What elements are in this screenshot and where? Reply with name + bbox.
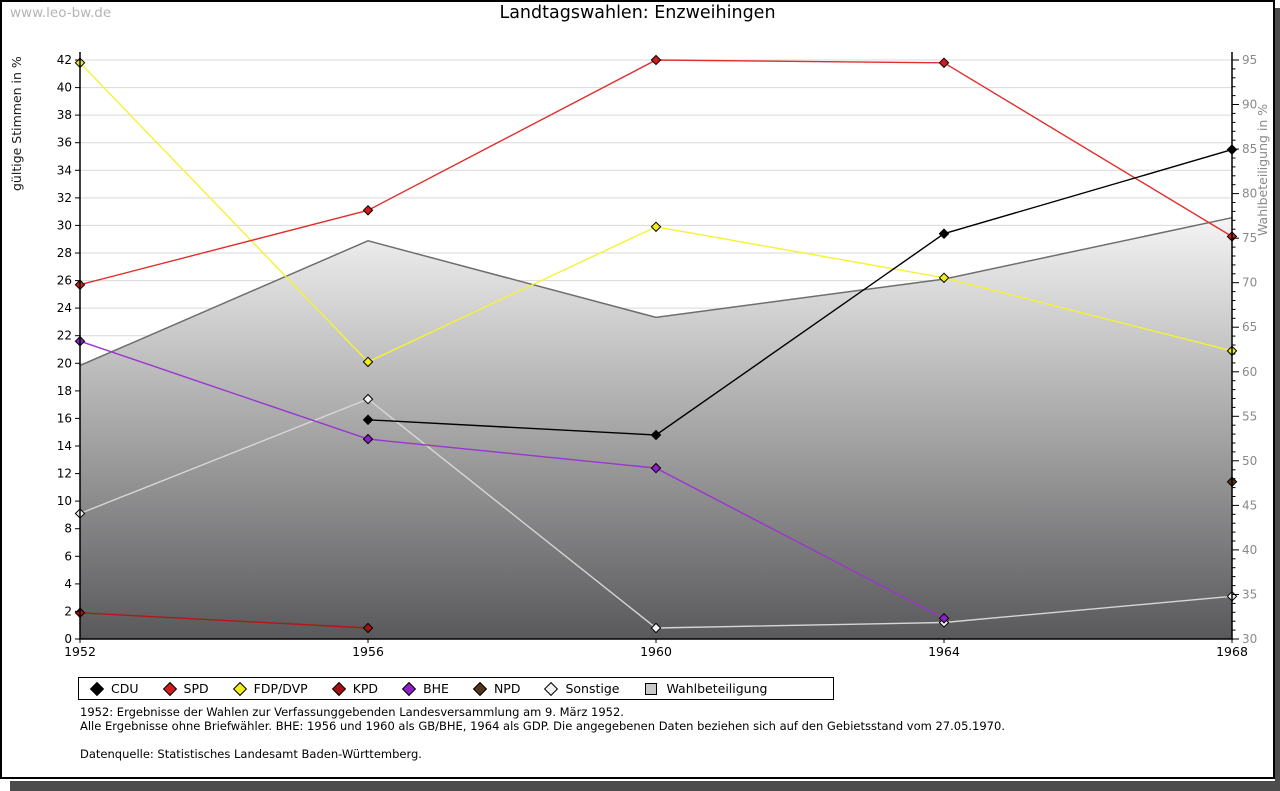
right-tick-label: 70 bbox=[1242, 276, 1257, 290]
watermark-url: www.leo-bw.de bbox=[10, 5, 112, 21]
left-tick-label: 22 bbox=[57, 329, 72, 343]
data-point-marker bbox=[650, 622, 662, 634]
data-point-marker bbox=[362, 204, 374, 216]
right-tick-label: 50 bbox=[1242, 454, 1257, 468]
right-tick-label: 45 bbox=[1242, 498, 1257, 512]
legend-item-kpd: KPD bbox=[331, 681, 379, 696]
right-tick-label: 85 bbox=[1242, 142, 1257, 156]
x-tick-label: 1956 bbox=[352, 644, 384, 659]
right-tick-label: 30 bbox=[1242, 632, 1257, 646]
left-tick-label: 14 bbox=[57, 439, 72, 453]
legend-marker-kpd bbox=[331, 681, 346, 696]
right-tick-label: 90 bbox=[1242, 98, 1257, 112]
right-tick-label: 80 bbox=[1242, 187, 1257, 201]
left-tick-label: 6 bbox=[64, 549, 72, 563]
legend-marker-wahlbeteiligung bbox=[645, 682, 658, 695]
legend-marker-fdp-dvp bbox=[232, 681, 247, 696]
right-tick-label: 40 bbox=[1242, 543, 1257, 557]
left-tick-label: 8 bbox=[64, 522, 72, 536]
legend-label-sonstige: Sonstige bbox=[565, 681, 620, 696]
left-tick-label: 4 bbox=[64, 577, 72, 591]
footnote-line-1: 1952: Ergebnisse der Wahlen zur Verfassu… bbox=[80, 705, 624, 719]
footnotes: 1952: Ergebnisse der Wahlen zur Verfassu… bbox=[80, 705, 1005, 733]
left-tick-label: 28 bbox=[57, 246, 72, 260]
series-spd bbox=[74, 54, 1238, 291]
frame-shadow-bottom bbox=[10, 781, 1280, 791]
series-bhe bbox=[74, 335, 950, 624]
data-source-note: Datenquelle: Statistisches Landesamt Bad… bbox=[80, 747, 422, 761]
x-tick-label: 1960 bbox=[640, 644, 672, 659]
data-point-marker bbox=[362, 393, 374, 405]
left-tick-label: 18 bbox=[57, 384, 72, 398]
legend-marker-spd bbox=[162, 681, 177, 696]
y-axis-right: 30 35 40 45 50 55 60 65 70 75 80 85 90 95 bbox=[1232, 53, 1257, 646]
left-tick-label: 42 bbox=[57, 53, 72, 67]
data-point-marker bbox=[650, 429, 662, 441]
data-point-marker bbox=[362, 433, 374, 445]
right-tick-label: 65 bbox=[1242, 320, 1257, 334]
legend-label-fdp-dvp: FDP/DVP bbox=[253, 681, 308, 696]
legend-marker-cdu bbox=[89, 681, 105, 696]
legend-label-bhe: BHE bbox=[423, 681, 449, 696]
right-tick-label: 55 bbox=[1242, 409, 1257, 423]
legend-label-npd: NPD bbox=[493, 681, 521, 696]
legend-label-cdu: CDU bbox=[111, 681, 139, 696]
data-point-marker bbox=[938, 272, 950, 284]
left-axis-title: gültige Stimmen in % bbox=[9, 56, 24, 191]
left-tick-label: 0 bbox=[64, 632, 72, 646]
legend-label-kpd: KPD bbox=[352, 681, 379, 696]
left-tick-label: 2 bbox=[64, 604, 72, 618]
left-tick-label: 40 bbox=[57, 81, 72, 95]
right-tick-label: 95 bbox=[1242, 53, 1257, 67]
legend-label-wahlbeteiligung: Wahlbeteiligung bbox=[666, 681, 768, 696]
data-point-marker bbox=[362, 356, 374, 368]
left-tick-label: 30 bbox=[57, 218, 72, 232]
footnote-line-2: Alle Ergebnisse ohne Briefwähler. BHE: 1… bbox=[80, 718, 1005, 733]
series-cdu bbox=[362, 144, 1238, 441]
x-axis: 1952 1956 1960 1964 1968 bbox=[64, 639, 1248, 659]
right-tick-label: 60 bbox=[1242, 365, 1257, 379]
left-tick-label: 32 bbox=[57, 191, 72, 205]
data-point-marker bbox=[938, 228, 950, 240]
data-point-marker bbox=[650, 462, 662, 474]
data-point-marker bbox=[362, 414, 374, 426]
x-tick-label: 1952 bbox=[64, 644, 96, 659]
left-tick-label: 38 bbox=[57, 108, 72, 122]
legend-item-wahlbeteiligung: Wahlbeteiligung bbox=[645, 681, 767, 696]
data-point-marker bbox=[650, 54, 662, 66]
legend-marker-bhe bbox=[401, 681, 417, 696]
right-tick-label: 35 bbox=[1242, 588, 1257, 602]
right-tick-label: 75 bbox=[1242, 231, 1257, 245]
x-tick-label: 1964 bbox=[928, 644, 960, 659]
legend-item-npd: NPD bbox=[472, 681, 521, 696]
legend-item-cdu: CDU bbox=[89, 681, 139, 696]
left-tick-label: 20 bbox=[57, 356, 72, 370]
data-point-marker bbox=[650, 221, 662, 233]
left-tick-label: 26 bbox=[57, 274, 72, 288]
data-point-marker bbox=[362, 622, 374, 634]
legend-label-spd: SPD bbox=[183, 681, 209, 696]
left-tick-label: 16 bbox=[57, 411, 72, 425]
legend-marker-sonstige bbox=[544, 681, 559, 696]
legend-item-sonstige: Sonstige bbox=[544, 681, 620, 696]
right-axis-title: Wahlbeteiligung in % bbox=[1255, 103, 1270, 236]
legend-item-spd: SPD bbox=[162, 681, 209, 696]
chart-title: Landtagswahlen: Enzweihingen bbox=[499, 3, 776, 23]
left-tick-label: 36 bbox=[57, 136, 72, 150]
series-wahlbeteiligung-area bbox=[79, 216, 1233, 639]
left-tick-label: 12 bbox=[57, 467, 72, 481]
left-tick-label: 24 bbox=[57, 301, 72, 315]
left-tick-label: 34 bbox=[57, 163, 72, 177]
legend-marker-npd bbox=[472, 681, 488, 696]
data-point-marker bbox=[938, 57, 950, 69]
left-tick-label: 10 bbox=[57, 494, 72, 508]
x-tick-label: 1968 bbox=[1216, 644, 1248, 659]
legend-item-bhe: BHE bbox=[401, 681, 449, 696]
data-point-marker bbox=[938, 612, 950, 624]
legend-item-fdp-dvp: FDP/DVP bbox=[232, 681, 308, 696]
legend: CDU SPD FDP/DVP KPD BHE NPD Sonstige Wahlbeteil… bbox=[78, 677, 834, 700]
frame-shadow-right bbox=[1275, 8, 1280, 791]
chart-plot-area: 0246810121416182022242628303234363840423… bbox=[57, 52, 1257, 659]
